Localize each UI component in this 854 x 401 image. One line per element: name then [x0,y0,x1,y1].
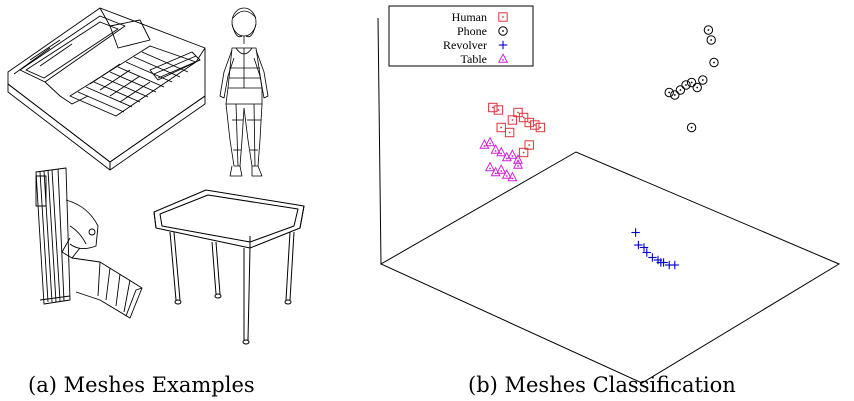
point-table-3 [496,146,507,157]
point-human-7 [535,122,546,133]
point-table-1 [484,136,496,147]
chart-axes [377,17,841,384]
point-human-5 [524,117,534,128]
legend-marker-human [498,12,508,22]
human-wireframe-icon [219,7,269,177]
table-wireframe-icon [153,189,305,345]
point-table-2 [490,144,501,154]
point-revolver-0 [631,228,640,237]
data-marks [479,25,719,270]
legend-label-human: Human [452,10,487,24]
point-table-0 [479,139,490,149]
point-table-11 [507,171,518,182]
point-revolver-2 [639,243,649,252]
point-human-3 [513,107,523,118]
z-axis-line [377,17,382,265]
point-revolver-3 [642,248,651,257]
caption-right: (b) Meshes Classification [468,373,736,397]
point-human-1 [493,105,504,115]
point-phone-2 [709,57,719,68]
point-table-7 [484,161,496,172]
revolver-wireframe-icon [35,167,143,319]
point-revolver-9 [670,260,679,270]
point-human-11 [518,147,529,158]
point-revolver-1 [634,240,643,250]
point-human-0 [488,102,498,113]
point-human-6 [530,120,540,130]
legend-box [388,5,534,67]
point-phone-5 [686,77,697,88]
point-revolver-7 [659,258,668,267]
mesh-examples-panel [7,7,305,345]
point-table-12 [512,159,524,169]
floor-plane [379,151,841,384]
point-phone-10 [686,122,697,133]
point-phone-1 [706,35,716,45]
point-phone-9 [664,87,674,98]
point-human-8 [496,122,506,133]
legend-marker-revolver [498,40,508,50]
point-phone-3 [698,75,708,85]
point-table-8 [490,166,501,177]
point-table-9 [496,164,507,174]
phone-wireframe-icon [7,7,206,171]
point-table-10 [501,169,512,179]
legend-label-revolver: Revolver [443,38,487,52]
point-phone-4 [692,82,702,93]
point-table-5 [507,149,518,159]
point-human-10 [524,140,534,150]
point-revolver-4 [648,253,657,262]
legend-marker-table [497,53,509,63]
caption-left: (a) Meshes Examples [28,373,255,397]
legend-label-table: Table [461,52,487,66]
legend-label-phone: Phone [457,24,487,38]
point-phone-7 [675,85,686,95]
point-phone-8 [670,90,680,100]
point-phone-6 [681,80,691,90]
point-phone-0 [703,25,714,35]
point-human-2 [507,115,518,125]
point-human-4 [518,112,529,123]
legend-marker-phone [498,26,508,36]
point-human-9 [504,127,515,138]
point-table-4 [501,151,512,162]
